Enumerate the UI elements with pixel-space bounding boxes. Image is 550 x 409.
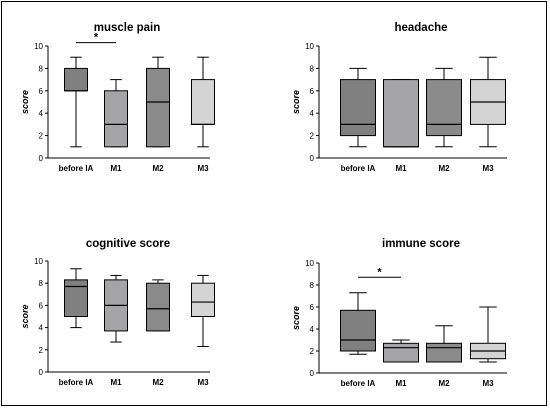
box-plot-before-ia [64, 268, 88, 329]
iqr-box [191, 282, 215, 318]
iqr-box [340, 79, 376, 137]
iqr-box [426, 79, 462, 137]
chart-panel: headache score 0 2 4 6 8 10 before IA M1 M2 M3 [291, 22, 507, 173]
significance-star: * [377, 266, 382, 278]
box-plot-m1 [104, 79, 128, 148]
y-tick-label: 8 [310, 64, 315, 73]
y-tick-label: 10 [305, 42, 314, 51]
x-category-label: M2 [438, 164, 450, 173]
box-plot-before-ia [340, 67, 376, 148]
x-category-label: before IA [59, 378, 94, 387]
y-axis-label: score [20, 304, 30, 328]
box-plot-before-ia [340, 292, 376, 355]
x-category-label: before IA [59, 164, 94, 173]
y-tick-label: 8 [310, 281, 315, 290]
iqr-box [426, 342, 462, 363]
x-category-label: M2 [438, 379, 450, 388]
y-axis-label: score [291, 90, 301, 114]
y-tick-label: 0 [310, 369, 315, 378]
iqr-box [64, 279, 88, 317]
x-category-label: M1 [395, 379, 407, 388]
y-tick-label: 4 [310, 325, 315, 334]
chart-title: immune score [382, 238, 460, 250]
y-tick-label: 2 [310, 132, 315, 141]
box-plot-m1 [104, 274, 128, 343]
x-category-label: M3 [482, 164, 494, 173]
box-plot-m2 [426, 325, 462, 363]
x-category-label: M1 [110, 378, 122, 387]
x-category-label: M1 [395, 164, 407, 173]
y-tick-label: 2 [39, 346, 44, 355]
y-tick-label: 8 [39, 64, 44, 73]
x-category-label: M3 [482, 379, 494, 388]
y-tick-label: 6 [39, 301, 44, 310]
y-axis-label: score [20, 90, 30, 114]
iqr-box [104, 90, 128, 148]
box-plot-m2 [426, 67, 462, 148]
iqr-box [64, 67, 88, 92]
y-tick-label: 6 [310, 303, 315, 312]
y-tick-label: 0 [39, 368, 44, 377]
y-tick-label: 10 [305, 259, 314, 268]
chart-panel: muscle pain score 0 2 4 6 8 10 before IA M1 M2 M3 * [20, 22, 215, 173]
y-tick-label: 10 [34, 257, 43, 266]
box-plot-before-ia [64, 56, 88, 148]
y-tick-label: 6 [39, 87, 44, 96]
y-axis-label: score [291, 306, 301, 330]
y-tick-label: 4 [39, 324, 44, 333]
box-plot-m3 [191, 56, 215, 148]
iqr-box [383, 79, 419, 148]
significance-star: * [94, 32, 99, 44]
box-plot-m3 [470, 56, 506, 148]
x-category-label: before IA [341, 379, 376, 388]
chart-panel: cognitive score score 0 2 4 6 8 10 before IA M1 M2… [20, 238, 215, 387]
y-tick-label: 4 [39, 109, 44, 118]
iqr-box [146, 282, 170, 332]
y-tick-label: 2 [310, 347, 315, 356]
y-tick-label: 6 [310, 87, 315, 96]
box-plot-m1 [383, 79, 419, 148]
y-tick-label: 8 [39, 279, 44, 288]
chart-panel: immune score score 0 2 4 6 8 10 before IA M1 M2 M3 * [291, 238, 507, 388]
y-tick-label: 10 [34, 42, 43, 51]
box-plot-m2 [146, 279, 170, 332]
iqr-box [383, 342, 419, 363]
x-category-label: M1 [110, 164, 122, 173]
x-category-label: before IA [341, 164, 376, 173]
y-tick-label: 0 [39, 154, 44, 163]
y-tick-label: 4 [310, 109, 315, 118]
chart-title: headache [394, 22, 447, 34]
iqr-box [146, 67, 170, 148]
x-category-label: M3 [197, 164, 209, 173]
box-plot-m1 [383, 339, 419, 363]
x-category-label: M2 [152, 164, 164, 173]
iqr-box [191, 79, 215, 125]
y-tick-label: 2 [39, 132, 44, 141]
box-plot-m2 [146, 56, 170, 148]
box-plot-m3 [191, 274, 215, 347]
box-plot-m3 [470, 306, 506, 363]
chart-title: muscle pain [94, 22, 160, 34]
chart-title: cognitive score [86, 238, 170, 250]
x-category-label: M2 [152, 378, 164, 387]
y-tick-label: 0 [310, 154, 315, 163]
iqr-box [340, 309, 376, 352]
x-category-label: M3 [197, 378, 209, 387]
